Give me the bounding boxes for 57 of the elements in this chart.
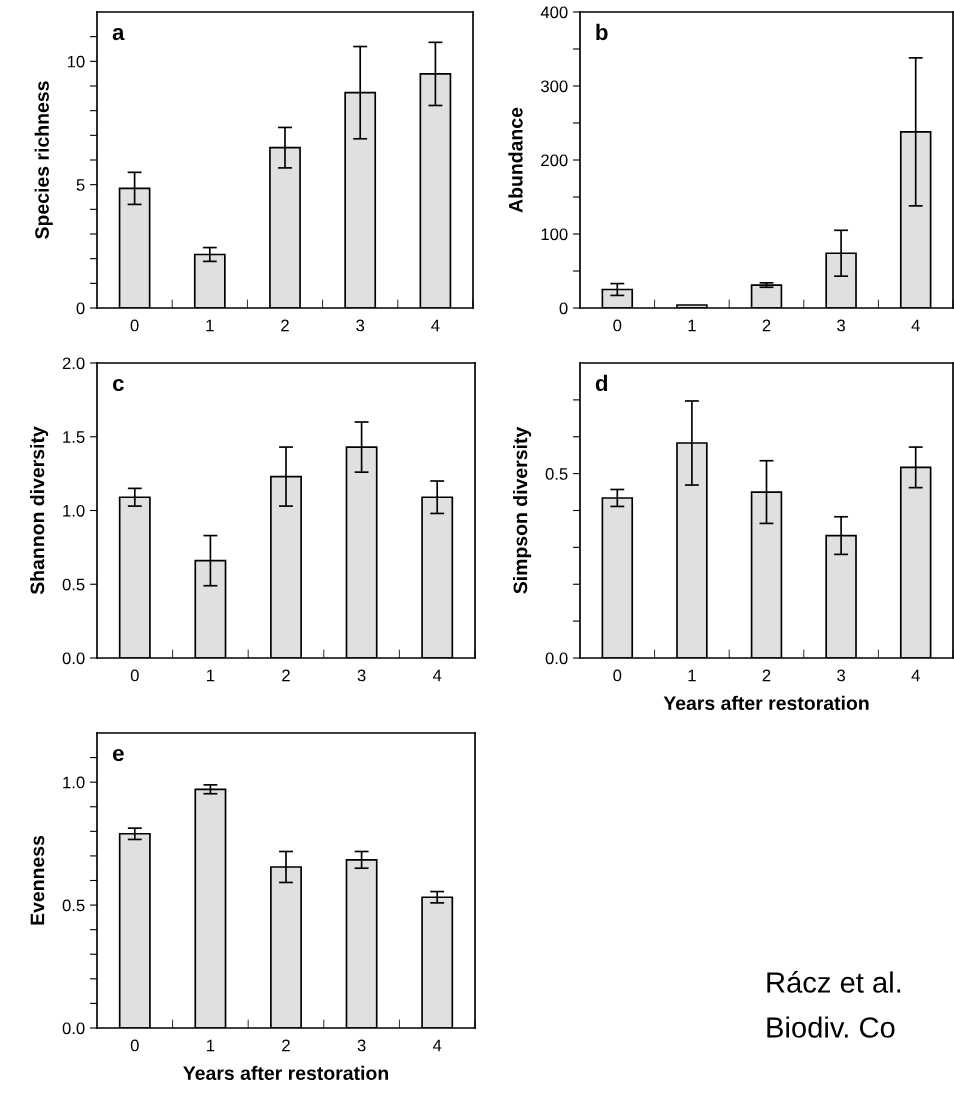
- x-tick-label: 3: [357, 669, 366, 682]
- x-tick-label: 3: [837, 669, 845, 682]
- x-tick-label: 2: [282, 1039, 290, 1052]
- x-tick-label: 2: [282, 669, 290, 682]
- y-tick-label: 0: [76, 302, 85, 315]
- x-tick-label: 2: [762, 669, 771, 682]
- x-tick-label: 3: [357, 1039, 366, 1052]
- chart-title: a: [112, 27, 125, 41]
- y-tick-label: 400: [540, 6, 568, 19]
- x-tick-label: 1: [688, 319, 696, 332]
- x-tick-label: 4: [432, 1039, 442, 1052]
- y-tick-label: 0.0: [62, 1022, 85, 1035]
- y-tick-label: 1.5: [63, 431, 85, 443]
- x-axis-title: Years after restoration: [183, 1065, 389, 1081]
- x-tick-label: 2: [762, 319, 771, 332]
- y-tick-label: 1.0: [63, 504, 85, 517]
- x-tick-label: 1: [207, 669, 215, 682]
- y-tick-label: 1.0: [63, 776, 85, 789]
- x-tick-label: 4: [431, 319, 440, 332]
- x-tick-label: 3: [356, 319, 365, 332]
- y-tick-label: 0.5: [62, 899, 85, 912]
- x-tick-label: 4: [911, 669, 920, 682]
- x-tick-label: 0: [130, 669, 139, 682]
- x-tick-label: 0: [613, 669, 622, 682]
- y-tick-label: 0: [559, 302, 568, 315]
- y-axis-title: Shannon diversity: [30, 426, 49, 595]
- chart-title: c: [112, 378, 124, 392]
- y-tick-label: 0.0: [545, 652, 568, 665]
- x-tick-label: 1: [207, 1039, 215, 1052]
- text: Rácz et al.: [767, 971, 901, 993]
- text: Biodiv. Co: [767, 1016, 895, 1038]
- x-tick-label: 0: [130, 319, 139, 332]
- x-tick-label: 2: [281, 319, 289, 332]
- chart-title: d: [595, 374, 608, 392]
- chart-title: e: [112, 748, 124, 762]
- y-tick-label: 200: [541, 154, 568, 167]
- y-tick-label: 5: [76, 179, 85, 191]
- y-tick-label: 100: [541, 228, 568, 241]
- x-tick-label: 0: [130, 1039, 139, 1052]
- y-tick-label: 10: [67, 55, 85, 68]
- x-tick-label: 3: [837, 319, 845, 332]
- y-tick-label: 0.5: [545, 468, 568, 480]
- y-axis-title: Abundance: [508, 107, 523, 213]
- chart-title: b: [596, 23, 608, 41]
- y-axis-title: Simpson diversity: [513, 426, 532, 594]
- x-tick-label: 1: [206, 319, 214, 332]
- y-tick-label: 2.0: [62, 357, 85, 370]
- x-tick-label: 1: [688, 669, 696, 682]
- x-axis-title: Years after restoration: [663, 695, 869, 711]
- y-axis-title: Species richness: [34, 81, 53, 239]
- y-tick-label: 300: [541, 80, 568, 93]
- x-tick-label: 4: [911, 319, 920, 332]
- x-tick-label: 4: [432, 669, 442, 682]
- y-tick-label: 0.0: [62, 652, 85, 665]
- y-tick-label: 0.5: [62, 578, 85, 591]
- x-tick-label: 0: [613, 319, 622, 332]
- y-axis-title: Evenness: [30, 835, 45, 925]
